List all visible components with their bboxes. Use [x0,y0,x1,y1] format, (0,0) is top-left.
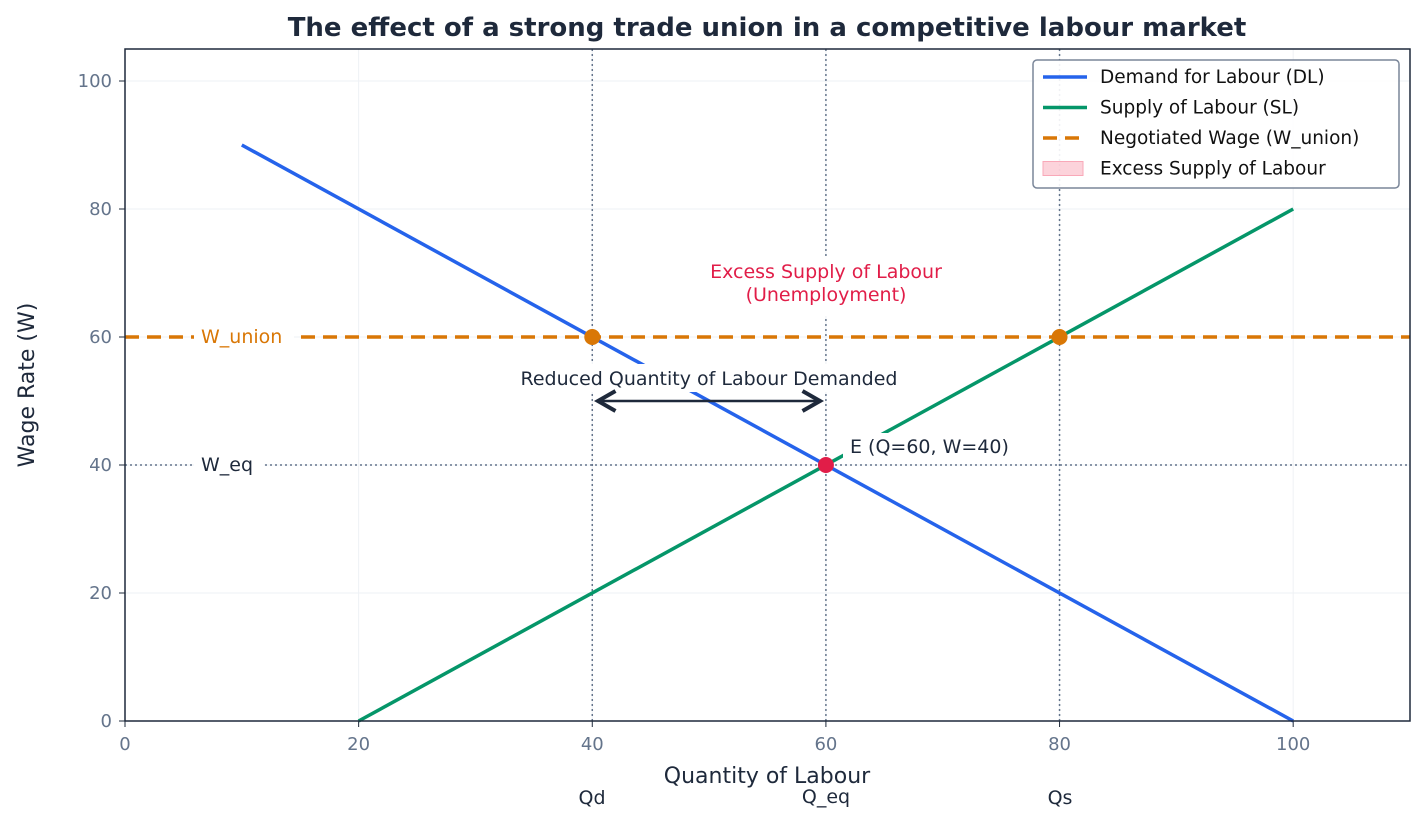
x-tick-label: 60 [814,734,837,755]
intersection-point [1051,329,1068,345]
plot-frame [124,48,1411,722]
x-tick-label: 80 [1048,734,1071,755]
x-tick-label: 40 [581,734,604,755]
excess-supply-label: Excess Supply of Labour [710,261,942,283]
w-eq-label: W_eq [201,454,253,476]
y-tick-label: 0 [101,711,112,732]
legend-label: Negotiated Wage (W_union) [1100,128,1359,149]
legend-label: Excess Supply of Labour [1100,159,1326,180]
equilibrium-label: E (Q=60, W=40) [850,436,1009,458]
y-tick-label: 80 [89,199,112,220]
legend-label: Supply of Labour (SL) [1100,98,1299,119]
unemployment-label: (Unemployment) [746,284,907,306]
chart-title: The effect of a strong trade union in a … [288,13,1247,43]
demand-line [240,143,1295,723]
intersection-point [817,457,834,473]
y-tick-label: 40 [89,455,112,476]
legend-label: Demand for Labour (DL) [1100,67,1325,88]
qs-label: Qs [1048,787,1073,809]
qd-label: Qd [578,787,605,809]
x-tick-label: 100 [1276,734,1310,755]
legend-swatch [1042,161,1084,176]
x-tick-label: 0 [119,734,130,755]
y-axis-label: Wage Rate (W) [15,303,40,468]
q-eq-label: Q_eq [802,786,850,808]
legend: Demand for Labour (DL) Supply of Labour (… [1032,59,1400,189]
x-tick-label: 20 [347,734,370,755]
y-tick-label: 60 [89,327,112,348]
y-tick-label: 100 [78,71,112,92]
intersection-point [584,329,601,345]
reduced-demand-label: Reduced Quantity of Labour Demanded [520,368,897,390]
y-tick-label: 20 [89,583,112,604]
x-axis-label: Quantity of Labour [664,764,871,789]
w-union-label: W_union [201,326,282,348]
